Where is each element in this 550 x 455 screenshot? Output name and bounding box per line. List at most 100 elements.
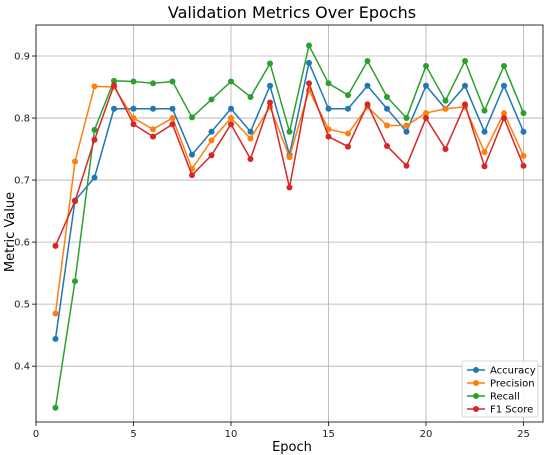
recall-point [364, 57, 371, 64]
legend-box [461, 360, 539, 418]
accuracy-point [403, 128, 410, 135]
f1-score-point [208, 152, 215, 159]
precision-point [208, 137, 215, 144]
accuracy-point [228, 105, 234, 112]
f1-score-point [520, 162, 527, 169]
accuracy-point [52, 335, 59, 342]
f1-score-point [325, 133, 332, 140]
recall-point [130, 78, 137, 85]
accuracy-point [150, 105, 156, 112]
precision-point [423, 110, 429, 117]
recall-point [169, 78, 176, 85]
recall-point [481, 107, 488, 114]
f1-score-point [345, 143, 351, 150]
x-tick-label: 20 [420, 429, 433, 440]
accuracy-point [306, 59, 312, 66]
x-tick-label: 5 [130, 429, 136, 440]
accuracy-point [189, 151, 195, 158]
precision-point [247, 135, 254, 142]
x-tick-label: 15 [322, 429, 335, 440]
x-tick-label: 0 [33, 429, 39, 440]
y-tick-label: 0.8 [14, 114, 30, 125]
recall-point [247, 93, 254, 100]
f1-score-point [423, 115, 429, 122]
legend-marker-precision [473, 380, 479, 386]
recall-point [442, 97, 449, 104]
recall-point [384, 93, 390, 100]
f1-score-point [228, 121, 234, 128]
legend-marker-accuracy [473, 367, 479, 373]
precision-point [150, 126, 156, 133]
f1-score-point [247, 155, 254, 162]
accuracy-point [462, 82, 468, 89]
plot-frame [35, 24, 544, 423]
precision-point [403, 122, 410, 129]
f1-score-point [306, 80, 312, 87]
f1-score-point [91, 136, 98, 143]
recall-point [208, 96, 215, 103]
accuracy-point [267, 82, 273, 89]
f1-score-point [130, 121, 137, 128]
x-tick-label: 25 [517, 429, 530, 440]
recall-point [189, 114, 195, 121]
recall-point [72, 278, 78, 285]
legend-label-accuracy: Accuracy [490, 366, 536, 377]
legend-label-precision: Precision [490, 379, 535, 390]
ticks: 0 5 10 15 20 25 0.4 0.5 0.6 0.7 0.8 0.9 [14, 52, 530, 440]
precision-point [130, 115, 137, 122]
accuracy-point [111, 105, 117, 112]
precision-point [501, 110, 507, 117]
accuracy-point [423, 82, 429, 89]
recall-point [91, 126, 98, 133]
accuracy-point [325, 105, 332, 112]
recall-point [267, 60, 273, 67]
recall-point [520, 110, 527, 117]
x-axis-title: Epoch [272, 440, 312, 455]
accuracy-point [91, 174, 98, 181]
f1-score-point [189, 172, 195, 179]
recall-point [501, 62, 507, 69]
recall-point [286, 128, 293, 135]
y-tick-label: 0.7 [14, 176, 30, 187]
f1-score-point [169, 121, 176, 128]
legend: Accuracy Precision Recall F1 Score [461, 360, 539, 418]
precision-point [481, 149, 488, 156]
f1-score-point [462, 101, 468, 108]
recall-point [111, 77, 117, 84]
recall-point [306, 42, 312, 49]
series-layer [52, 42, 527, 411]
precision-point [169, 115, 176, 122]
f1-score-point [403, 162, 410, 169]
recall-point [423, 62, 429, 69]
accuracy-point [481, 128, 488, 135]
recall-point [228, 78, 234, 85]
accuracy-point [520, 128, 527, 135]
legend-label-f1-score: F1 Score [490, 405, 533, 416]
f1-score-point [364, 101, 371, 108]
recall-point [150, 80, 156, 87]
precision-point [72, 158, 78, 165]
chart-title: Validation Metrics Over Epochs [168, 3, 416, 22]
precision-point [286, 154, 293, 161]
f1-score-point [501, 115, 507, 122]
series-recall [52, 42, 527, 411]
f1-score-point [384, 142, 390, 149]
accuracy-point [208, 128, 215, 135]
f1-score-point [52, 242, 59, 249]
precision-point [52, 310, 59, 317]
accuracy-point [364, 82, 371, 89]
grid [35, 25, 543, 422]
accuracy-point [169, 105, 176, 112]
precision-point [345, 130, 351, 137]
f1-score-point [286, 184, 293, 191]
recall-point [462, 57, 468, 64]
accuracy-point [247, 128, 254, 135]
recall-point [345, 92, 351, 99]
precision-point [228, 115, 234, 122]
precision-line [54, 85, 525, 314]
accuracy-point [130, 105, 137, 112]
y-axis-title: Metric Value [3, 192, 18, 272]
legend-marker-f1-score [473, 406, 479, 412]
